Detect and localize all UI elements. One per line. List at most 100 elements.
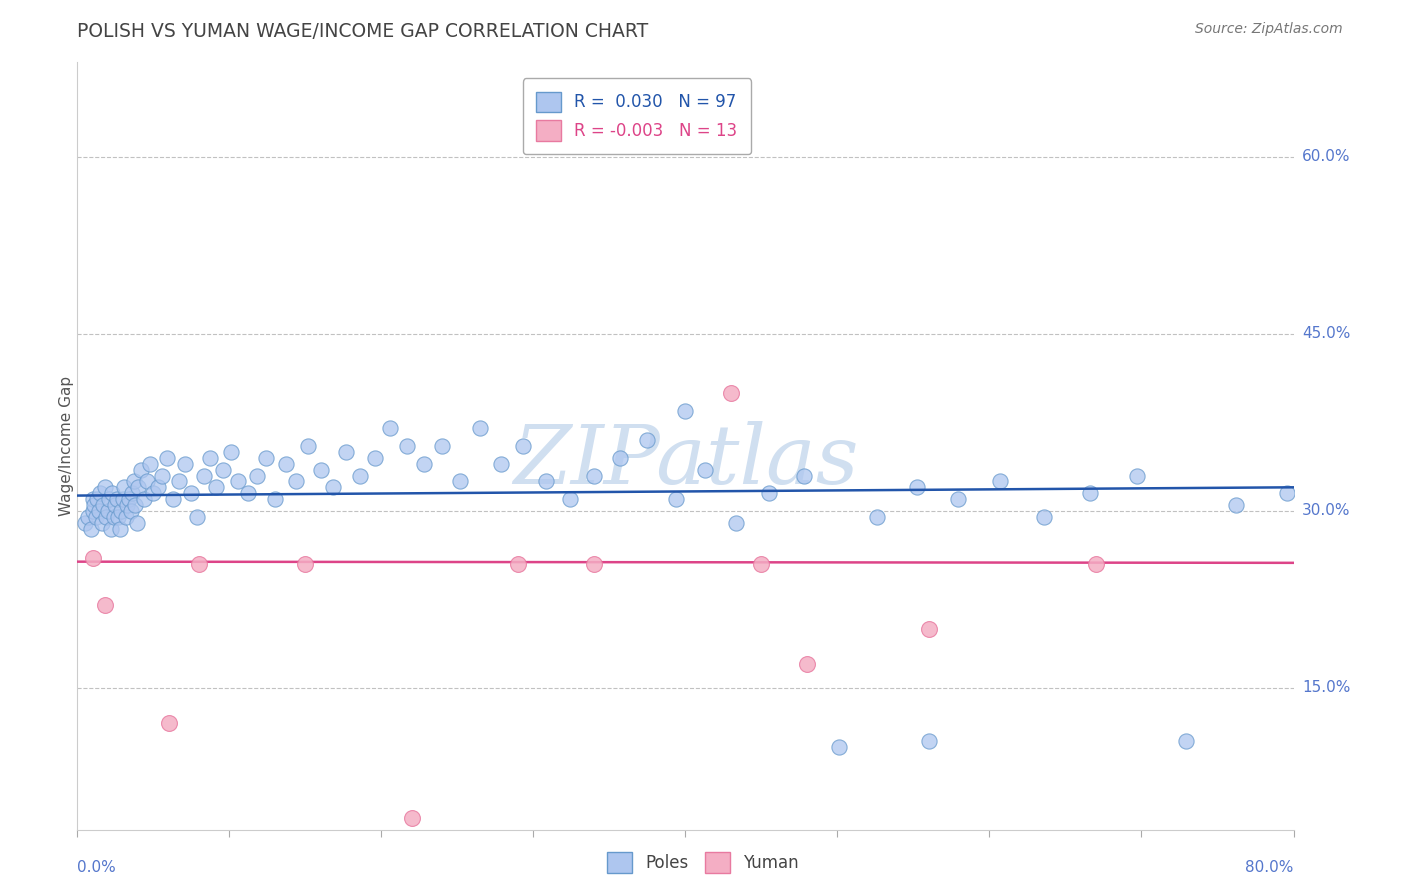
Point [430,439,453,453]
Point [905,480,928,494]
Point [285,475,308,489]
Point [100,522,122,536]
Point [114,480,136,494]
Point [105,492,128,507]
Point [636,433,658,447]
Point [80,522,103,536]
Point [583,468,606,483]
Point [118,492,141,507]
Point [142,486,165,500]
Point [127,480,149,494]
Point [508,557,530,571]
Point [77,509,100,524]
Point [254,450,277,465]
Point [87,504,110,518]
Point [96,509,118,524]
Point [167,475,190,489]
Point [264,492,287,507]
Point [152,468,174,483]
Point [91,498,114,512]
Point [675,403,697,417]
Point [918,622,941,636]
Point [1126,468,1149,483]
Point [120,504,142,518]
Text: 30.0%: 30.0% [1302,503,1350,518]
Point [146,480,169,494]
Point [84,509,107,524]
Point [1078,486,1101,500]
Text: 60.0%: 60.0% [1302,149,1350,164]
Point [512,439,534,453]
Point [82,492,104,507]
Point [309,462,332,476]
Point [401,811,423,825]
Point [198,450,221,465]
Point [413,457,436,471]
Text: ZIPatlas: ZIPatlas [513,421,858,501]
Point [219,445,242,459]
Point [117,498,139,512]
Point [828,739,851,754]
Point [193,468,215,483]
Point [1174,734,1197,748]
Text: 0.0%: 0.0% [77,860,117,875]
Point [110,504,132,518]
Point [111,492,134,507]
Point [139,457,162,471]
Point [294,557,316,571]
Text: Source: ZipAtlas.com: Source: ZipAtlas.com [1195,22,1343,37]
Point [751,557,773,571]
Point [796,657,818,672]
Point [129,462,152,476]
Point [449,475,471,489]
Point [470,421,492,435]
Point [322,480,344,494]
Point [228,475,250,489]
Point [86,492,108,507]
Point [758,486,780,500]
Point [335,445,357,459]
Point [188,557,211,571]
Point [204,480,226,494]
Y-axis label: Wage/Income Gap: Wage/Income Gap [59,376,73,516]
Text: POLISH VS YUMAN WAGE/INCOME GAP CORRELATION CHART: POLISH VS YUMAN WAGE/INCOME GAP CORRELAT… [77,22,648,41]
Point [1084,557,1107,571]
Legend: Poles, Yuman: Poles, Yuman [600,846,806,880]
Text: 80.0%: 80.0% [1246,860,1294,875]
Point [946,492,969,507]
Point [73,516,96,530]
Point [103,509,125,524]
Point [121,486,143,500]
Point [1225,498,1247,512]
Point [156,450,179,465]
Point [274,457,297,471]
Point [180,486,202,500]
Point [583,557,606,571]
Point [93,599,115,613]
Point [988,475,1011,489]
Legend: R =  0.030   N = 97, R = -0.003   N = 13: R = 0.030 N = 97, R = -0.003 N = 13 [523,78,751,154]
Point [665,492,688,507]
Point [534,475,557,489]
Point [1033,509,1056,524]
Point [558,492,581,507]
Point [246,468,269,483]
Point [93,480,115,494]
Point [90,516,112,530]
Point [115,509,138,524]
Point [695,462,717,476]
Point [491,457,513,471]
Point [107,509,129,524]
Point [364,450,387,465]
Point [396,439,419,453]
Point [212,462,235,476]
Point [186,509,208,524]
Text: 15.0%: 15.0% [1302,681,1350,696]
Point [157,716,180,731]
Point [349,468,371,483]
Point [89,486,111,500]
Point [97,504,120,518]
Point [98,492,121,507]
Point [380,421,402,435]
Point [125,516,148,530]
